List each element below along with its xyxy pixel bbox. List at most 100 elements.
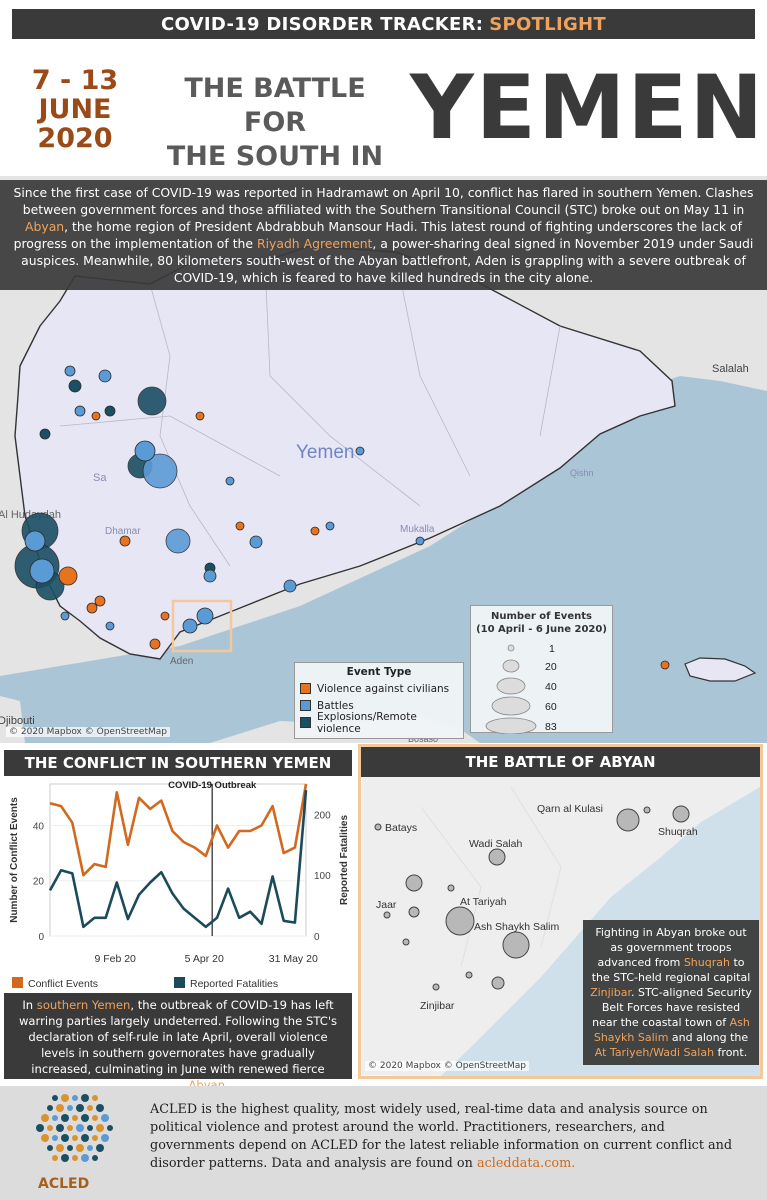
logo-dot — [101, 1114, 109, 1122]
event-bubble-civilian — [91, 411, 101, 421]
acled-globe-logo — [36, 1094, 113, 1162]
socotra-island — [684, 657, 757, 682]
legend-swatch — [174, 977, 185, 988]
logo-dot — [96, 1144, 104, 1152]
abyan-map-credit: © 2020 Mapbox © OpenStreetMap — [365, 1061, 529, 1071]
event-bubble-battle — [283, 579, 297, 593]
y-tick-label-left: 0 — [38, 932, 44, 943]
event-bubble-battle — [225, 476, 235, 486]
logo-dot — [81, 1094, 89, 1102]
event-bubble-battle — [325, 521, 335, 531]
event-bubble-battle — [355, 446, 365, 456]
logo-dot — [52, 1095, 58, 1101]
x-tick-label: 5 Apr 20 — [185, 953, 224, 965]
title-small: THE BATTLE FOR THE SOUTH IN — [150, 72, 400, 174]
label-djibouti: Djibouti — [0, 715, 35, 727]
abyan-label-at-tariyah: At Tariyah — [460, 896, 507, 908]
abyan-text-part-2: to the STC-held regional capital — [591, 956, 751, 984]
yemen-map-svg: Yemen Salalah Qishn Mukalla Dhamar Sa Al… — [0, 176, 767, 743]
abyan-label-ash-shaykh-salim: Ash Shaykh Salim — [474, 921, 559, 933]
legend-item-explosions: Explosions/Remote violence — [300, 711, 463, 735]
y-axis-label-right: Reported Fatalities — [339, 815, 350, 905]
legend-label: Violence against civilians — [317, 682, 450, 695]
logo-dot — [67, 1125, 73, 1131]
logo-dot — [92, 1155, 98, 1161]
event-bubble-explosion — [137, 386, 167, 416]
abyan-highlight-box — [171, 599, 233, 653]
event-bubble-battle — [105, 621, 115, 631]
label-salalah: Salalah — [712, 363, 749, 375]
tracker-banner: COVID-19 DISORDER TRACKER: SPOTLIGHT — [12, 9, 755, 39]
abyan-map: Batays Qarn al Kulasi Shuqrah Wadi Salah… — [358, 744, 763, 1079]
size-legend-label: 20 — [545, 661, 557, 673]
date-range: 7 - 13 JUNE 2020 — [20, 66, 130, 153]
label-dhamar: Dhamar — [105, 526, 141, 537]
abyan-bubble — [445, 906, 475, 936]
logo-dot — [56, 1124, 64, 1132]
event-bubble-battle — [74, 405, 86, 417]
y-tick-label-right: 0 — [314, 932, 320, 943]
legend-item-battles: Battles — [300, 697, 463, 714]
logo-dot — [61, 1154, 69, 1162]
abyan-label-shuqrah: Shuqrah — [658, 826, 698, 838]
abyan-bubble — [408, 906, 420, 918]
label-yemen: Yemen — [296, 442, 354, 463]
event-bubble-battle — [134, 440, 156, 462]
legend-swatch — [12, 977, 23, 988]
abyan-bubble — [643, 806, 651, 814]
logo-dot — [87, 1105, 93, 1111]
acled-link[interactable]: acleddata.com. — [476, 1156, 576, 1171]
logo-dot — [81, 1114, 89, 1122]
logo-dot — [56, 1144, 64, 1152]
logo-dot — [41, 1134, 49, 1142]
abyan-text-hl-4: At Tariyeh/Wadi Salah — [594, 1046, 715, 1059]
x-tick-label: 31 May 20 — [269, 953, 318, 965]
intro-part-2: , the home region of President Abdrabbuh… — [13, 219, 742, 251]
event-bubble-battle — [249, 535, 263, 549]
abyan-bubble — [447, 884, 455, 892]
size-legend-circle — [485, 717, 537, 734]
label-qishn: Qishn — [570, 468, 594, 478]
logo-dot — [47, 1105, 53, 1111]
logo-dot — [61, 1134, 69, 1142]
abyan-section-text: Fighting in Abyan broke out as governmen… — [583, 920, 759, 1065]
logo-dot — [52, 1115, 58, 1121]
abyan-bubble — [405, 874, 423, 892]
date-line-1: 7 - 13 — [31, 65, 119, 96]
logo-dot — [52, 1135, 58, 1141]
event-bubble-explosion — [68, 379, 82, 393]
event-bubble-battle — [24, 530, 46, 552]
event-bubble-civilian — [119, 535, 131, 547]
event-bubble-battle — [142, 453, 178, 489]
logo-dot — [47, 1125, 53, 1131]
abyan-label-qarn-al-kulasi: Qarn al Kulasi — [537, 803, 603, 815]
event-type-legend-title: Event Type — [346, 666, 412, 678]
size-legend-circle — [491, 696, 531, 716]
abyan-bubble — [672, 805, 690, 823]
conflict-section-text: In southern Yemen, the outbreak of COVID… — [4, 993, 352, 1092]
logo-dot — [92, 1115, 98, 1121]
logo-dot — [81, 1134, 89, 1142]
intro-text: Since the first case of COVID-19 was rep… — [0, 180, 767, 290]
x-tick-label: 9 Feb 20 — [94, 953, 136, 965]
abyan-section-heading: THE BATTLE OF ABYAN — [361, 747, 760, 777]
abyan-bubble — [432, 983, 440, 991]
logo-dot — [61, 1094, 69, 1102]
logo-dot — [96, 1104, 104, 1112]
logo-dot — [87, 1125, 93, 1131]
event-bubble-civilian — [58, 566, 78, 586]
abyan-text-part-5: front. — [714, 1046, 748, 1059]
event-bubble-explosion — [104, 405, 116, 417]
abyan-text-part-1: Fighting in Abyan broke out as governmen… — [595, 926, 747, 969]
conflict-text-part-1: In — [22, 998, 37, 1012]
event-bubble-battle — [196, 607, 214, 625]
intro-part-3: , a power-sharing deal signed in Novembe… — [21, 236, 754, 285]
abyan-bubble — [374, 823, 382, 831]
logo-dot — [72, 1095, 78, 1101]
event-bubble-civilian — [86, 602, 98, 614]
legend-swatch — [300, 717, 311, 728]
abyan-text-hl-3: Ash Shaykh Salim — [593, 1016, 750, 1044]
abyan-bubble — [383, 911, 391, 919]
y-tick-label-left: 40 — [33, 821, 45, 832]
size-legend-subtitle: (10 April - 6 June 2020) — [476, 624, 607, 635]
